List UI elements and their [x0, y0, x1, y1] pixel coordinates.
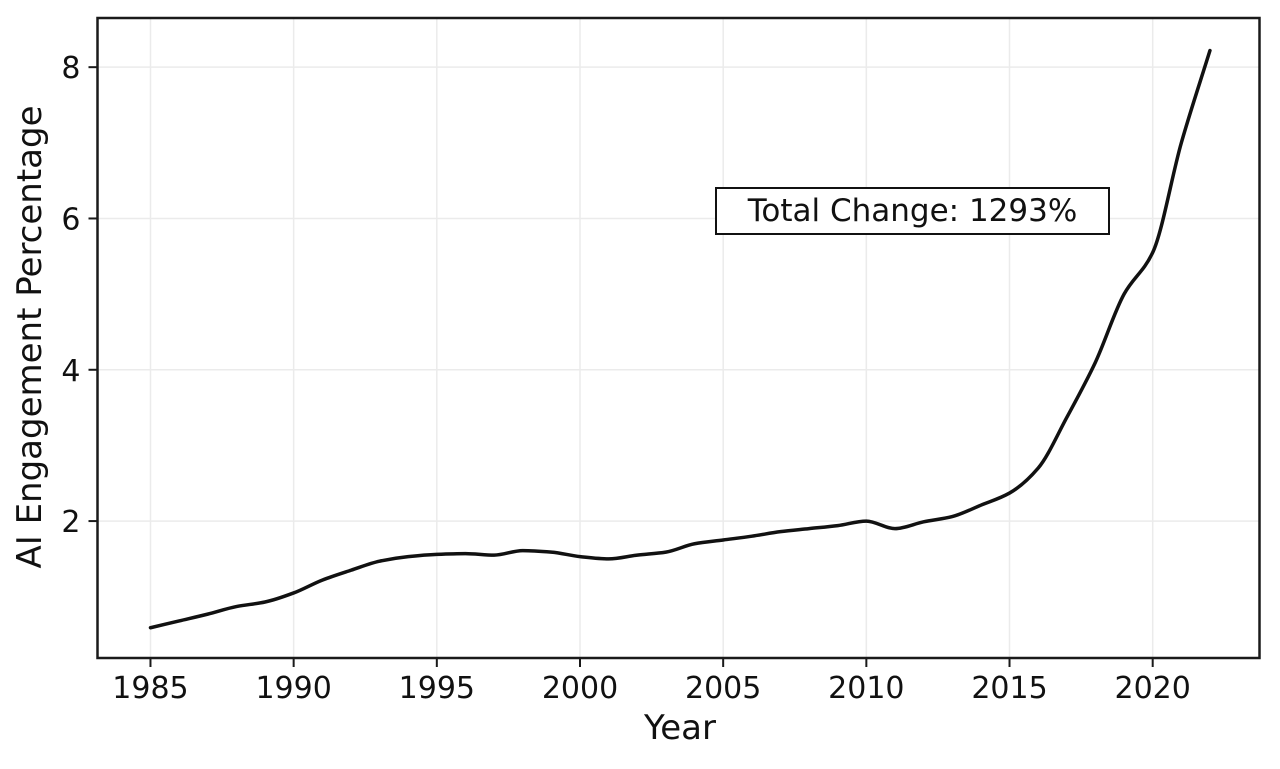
x-tick-label: 2020 [1115, 671, 1191, 706]
x-tick-label: 2010 [828, 671, 904, 706]
x-tick-label: 2005 [685, 671, 761, 706]
y-tick-label: 8 [61, 51, 80, 86]
x-tick-label: 1995 [399, 671, 475, 706]
y-axis-label: AI Engagement Percentage [10, 105, 50, 569]
x-tick-label: 1985 [112, 671, 188, 706]
series-line [148, 48, 1212, 630]
y-tick-label: 6 [61, 202, 80, 237]
plot-border [96, 16, 1261, 660]
x-tick-label: 2000 [542, 671, 618, 706]
total-change-annotation: Total Change: 1293% [715, 187, 1110, 235]
x-axis-label: Year [644, 708, 716, 748]
y-tick-label: 4 [61, 354, 80, 389]
x-tick-label: 2015 [971, 671, 1047, 706]
y-tick-label: 2 [61, 505, 80, 540]
x-tick-label: 1990 [255, 671, 331, 706]
